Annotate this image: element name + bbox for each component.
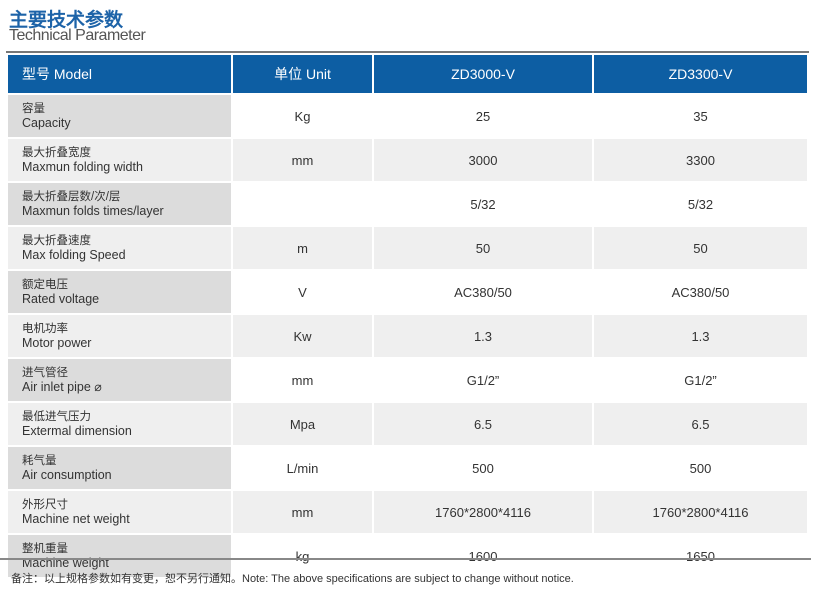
param-name-zh: 外形尺寸 — [22, 499, 68, 511]
param-label: 最低进气压力 Extermal dimension — [8, 403, 231, 445]
header-zd3300: ZD3300-V — [594, 55, 807, 93]
param-label: 容量 Capacity — [8, 95, 231, 137]
page-subtitle: Technical Parameter — [9, 27, 146, 44]
unit-cell: Kg — [233, 95, 372, 137]
param-name-zh: 最大折叠速度 — [22, 235, 91, 247]
table-row: 容量 Capacity Kg 25 35 — [8, 95, 807, 137]
param-name-en: Maxmun folding width — [22, 160, 143, 174]
zd3000-value: AC380/50 — [374, 271, 592, 313]
zd3300-value: G1/2” — [594, 359, 807, 401]
header-model: 型号 Model — [8, 55, 231, 93]
table-row: 最大折叠宽度 Maxmun folding width mm 3000 3300 — [8, 139, 807, 181]
zd3300-value: 1.3 — [594, 315, 807, 357]
param-name-en: Machine net weight — [22, 512, 130, 526]
table-row: 最低进气压力 Extermal dimension Mpa 6.5 6.5 — [8, 403, 807, 445]
param-name-en: Motor power — [22, 336, 92, 350]
table-row: 进气管径 Air inlet pipe ⌀ mm G1/2” G1/2” — [8, 359, 807, 401]
param-name-zh: 整机重量 — [22, 543, 68, 555]
zd3300-value: 1650 — [594, 535, 807, 577]
param-name-zh: 最低进气压力 — [22, 411, 91, 423]
table-row: 电机功率 Motor power Kw 1.3 1.3 — [8, 315, 807, 357]
param-label: 外形尺寸 Machine net weight — [8, 491, 231, 533]
param-name-en: Capacity — [22, 116, 71, 130]
zd3000-value: G1/2” — [374, 359, 592, 401]
table-row: 耗气量 Air consumption L/min 500 500 — [8, 447, 807, 489]
param-label: 耗气量 Air consumption — [8, 447, 231, 489]
table-header: 型号 Model 单位 Unit ZD3000-V ZD3300-V — [8, 55, 807, 93]
unit-cell: Kw — [233, 315, 372, 357]
param-name-zh: 耗气量 — [22, 455, 57, 467]
param-name-en: Maxmun folds times/layer — [22, 204, 164, 218]
zd3300-value: 35 — [594, 95, 807, 137]
param-name-en: Rated voltage — [22, 292, 100, 306]
param-name-en: Max folding Speed — [22, 248, 126, 262]
param-label: 额定电压 Rated voltage — [8, 271, 231, 313]
unit-cell: mm — [233, 139, 372, 181]
unit-cell: mm — [233, 359, 372, 401]
header-unit: 单位 Unit — [233, 55, 372, 93]
param-label: 最大折叠层数/次/层 Maxmun folds times/layer — [8, 183, 231, 225]
param-label: 最大折叠速度 Max folding Speed — [8, 227, 231, 269]
param-name-en: Air consumption — [22, 468, 112, 482]
zd3000-value: 50 — [374, 227, 592, 269]
footnote: 备注：以上规格参数如有变更，恕不另行通知。Note: The above spe… — [11, 573, 574, 585]
param-name-zh: 进气管径 — [22, 367, 68, 379]
table-row: 额定电压 Rated voltage V AC380/50 AC380/50 — [8, 271, 807, 313]
param-label: 电机功率 Motor power — [8, 315, 231, 357]
zd3000-value: 5/32 — [374, 183, 592, 225]
table-bottom-rule — [0, 558, 811, 560]
unit-cell: m — [233, 227, 372, 269]
unit-cell: Mpa — [233, 403, 372, 445]
param-name-en: Extermal dimension — [22, 424, 132, 438]
param-label: 进气管径 Air inlet pipe ⌀ — [8, 359, 231, 401]
header-zd3000: ZD3000-V — [374, 55, 592, 93]
zd3300-value: 3300 — [594, 139, 807, 181]
zd3300-value: 5/32 — [594, 183, 807, 225]
zd3300-value: AC380/50 — [594, 271, 807, 313]
zd3300-value: 1760*2800*4116 — [594, 491, 807, 533]
zd3300-value: 500 — [594, 447, 807, 489]
unit-cell: V — [233, 271, 372, 313]
zd3300-value: 50 — [594, 227, 807, 269]
unit-cell: L/min — [233, 447, 372, 489]
unit-cell — [233, 183, 372, 225]
param-name-zh: 额定电压 — [22, 279, 68, 291]
unit-cell: mm — [233, 491, 372, 533]
param-name-en: Air inlet pipe ⌀ — [22, 380, 102, 394]
zd3000-value: 1.3 — [374, 315, 592, 357]
table-row: 最大折叠速度 Max folding Speed m 50 50 — [8, 227, 807, 269]
param-name-zh: 最大折叠层数/次/层 — [22, 191, 121, 203]
zd3000-value: 1760*2800*4116 — [374, 491, 592, 533]
zd3000-value: 1600 — [374, 535, 592, 577]
zd3000-value: 25 — [374, 95, 592, 137]
spec-table: 型号 Model 单位 Unit ZD3000-V ZD3300-V 容量 Cap… — [6, 51, 809, 579]
zd3000-value: 500 — [374, 447, 592, 489]
table-row: 外形尺寸 Machine net weight mm 1760*2800*4116… — [8, 491, 807, 533]
zd3000-value: 3000 — [374, 139, 592, 181]
zd3300-value: 6.5 — [594, 403, 807, 445]
zd3000-value: 6.5 — [374, 403, 592, 445]
param-name-zh: 最大折叠宽度 — [22, 147, 91, 159]
param-label: 最大折叠宽度 Maxmun folding width — [8, 139, 231, 181]
param-name-zh: 电机功率 — [22, 323, 68, 335]
table-row: 最大折叠层数/次/层 Maxmun folds times/layer 5/32 … — [8, 183, 807, 225]
page-title: 主要技术参数 — [9, 9, 124, 31]
param-label: 整机重量 Machine weight — [8, 535, 231, 577]
param-name-zh: 容量 — [22, 103, 45, 115]
